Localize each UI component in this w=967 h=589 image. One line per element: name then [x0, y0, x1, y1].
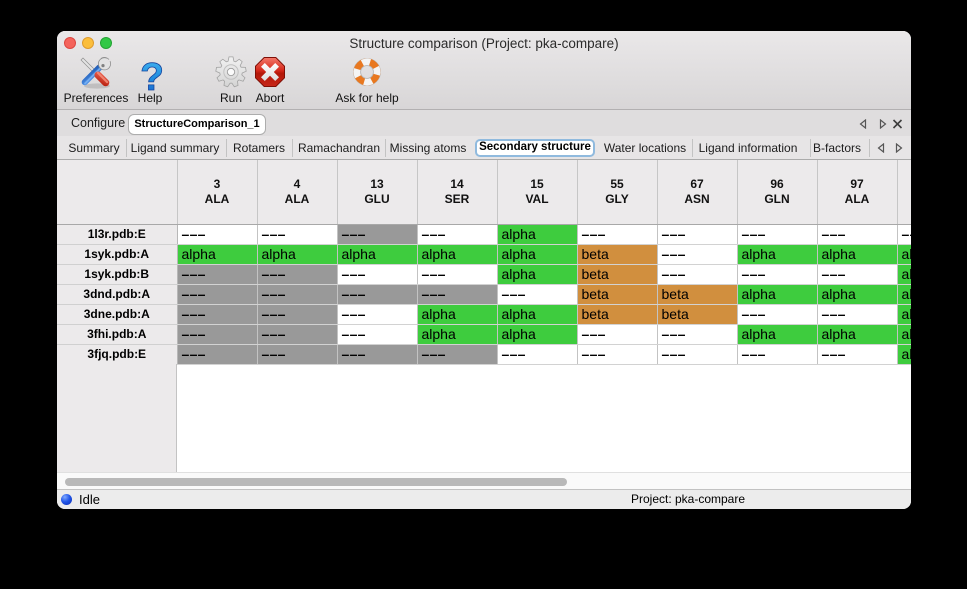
svg-text:?: ?	[140, 56, 164, 92]
